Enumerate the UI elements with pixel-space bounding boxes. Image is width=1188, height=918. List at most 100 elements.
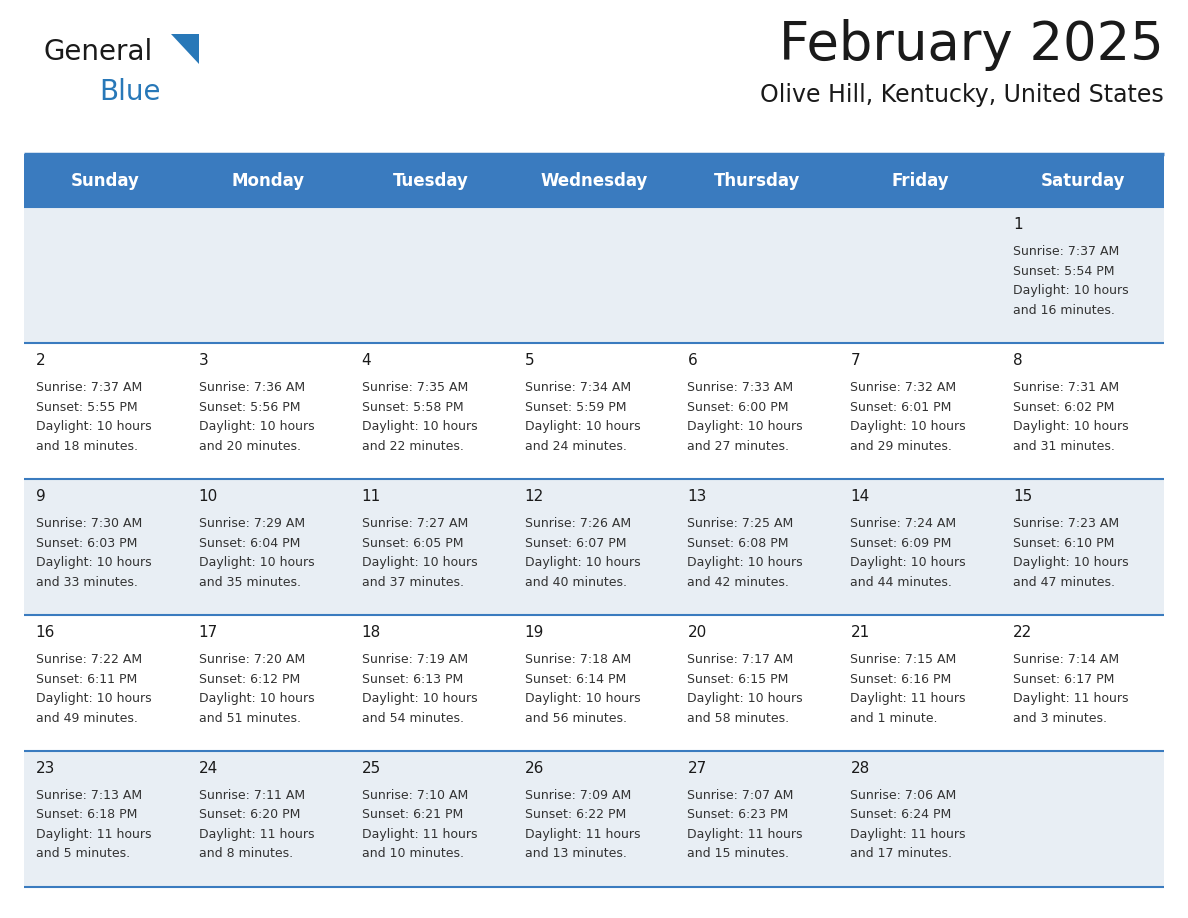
Text: 27: 27 [688,761,707,776]
Text: and 42 minutes.: and 42 minutes. [688,576,789,588]
Text: 18: 18 [361,625,381,640]
Text: Daylight: 10 hours: Daylight: 10 hours [361,692,478,705]
Text: 4: 4 [361,353,371,368]
Text: and 17 minutes.: and 17 minutes. [851,847,953,860]
Text: Sunset: 6:00 PM: Sunset: 6:00 PM [688,401,789,414]
Text: 2: 2 [36,353,45,368]
Text: Thursday: Thursday [714,172,800,190]
Text: Sunrise: 7:20 AM: Sunrise: 7:20 AM [198,653,305,666]
Text: and 54 minutes.: and 54 minutes. [361,711,463,724]
Text: 25: 25 [361,761,381,776]
Text: Sunset: 6:22 PM: Sunset: 6:22 PM [525,809,626,822]
Text: 19: 19 [525,625,544,640]
Text: and 29 minutes.: and 29 minutes. [851,440,953,453]
Text: and 3 minutes.: and 3 minutes. [1013,711,1107,724]
Text: and 18 minutes.: and 18 minutes. [36,440,138,453]
Polygon shape [171,34,198,64]
Text: and 35 minutes.: and 35 minutes. [198,576,301,588]
Text: Daylight: 11 hours: Daylight: 11 hours [688,828,803,841]
Text: 8: 8 [1013,353,1023,368]
Text: Daylight: 11 hours: Daylight: 11 hours [198,828,314,841]
Text: and 1 minute.: and 1 minute. [851,711,937,724]
Text: Sunset: 6:03 PM: Sunset: 6:03 PM [36,537,137,550]
Text: Sunset: 5:55 PM: Sunset: 5:55 PM [36,401,138,414]
Text: Sunset: 6:10 PM: Sunset: 6:10 PM [1013,537,1114,550]
Text: Daylight: 10 hours: Daylight: 10 hours [36,420,151,433]
Text: Sunset: 6:15 PM: Sunset: 6:15 PM [688,673,789,686]
Text: 28: 28 [851,761,870,776]
Text: Daylight: 10 hours: Daylight: 10 hours [688,420,803,433]
Text: and 40 minutes.: and 40 minutes. [525,576,626,588]
Text: and 51 minutes.: and 51 minutes. [198,711,301,724]
Text: Monday: Monday [232,172,304,190]
Text: Daylight: 10 hours: Daylight: 10 hours [1013,420,1129,433]
Text: Sunday: Sunday [71,172,140,190]
Text: Sunrise: 7:32 AM: Sunrise: 7:32 AM [851,381,956,395]
Text: Daylight: 10 hours: Daylight: 10 hours [1013,285,1129,297]
Text: Blue: Blue [99,78,160,106]
Text: and 49 minutes.: and 49 minutes. [36,711,138,724]
Bar [24,479,1164,615]
Text: and 31 minutes.: and 31 minutes. [1013,440,1116,453]
Text: Sunrise: 7:07 AM: Sunrise: 7:07 AM [688,789,794,802]
Text: and 47 minutes.: and 47 minutes. [1013,576,1116,588]
Text: Sunrise: 7:15 AM: Sunrise: 7:15 AM [851,653,956,666]
Text: Sunset: 6:08 PM: Sunset: 6:08 PM [688,537,789,550]
Text: Olive Hill, Kentucky, United States: Olive Hill, Kentucky, United States [760,83,1164,107]
Text: Sunset: 6:04 PM: Sunset: 6:04 PM [198,537,301,550]
Text: Sunrise: 7:06 AM: Sunrise: 7:06 AM [851,789,956,802]
Text: 1: 1 [1013,218,1023,232]
Text: and 8 minutes.: and 8 minutes. [198,847,292,860]
Bar [24,154,1164,207]
Text: Sunset: 6:11 PM: Sunset: 6:11 PM [36,673,137,686]
Text: 7: 7 [851,353,860,368]
Text: Sunrise: 7:14 AM: Sunrise: 7:14 AM [1013,653,1119,666]
Text: Sunset: 6:01 PM: Sunset: 6:01 PM [851,401,952,414]
Text: 5: 5 [525,353,535,368]
Bar [24,751,1164,887]
Text: Sunset: 6:12 PM: Sunset: 6:12 PM [198,673,299,686]
Text: Sunrise: 7:17 AM: Sunrise: 7:17 AM [688,653,794,666]
Text: Daylight: 10 hours: Daylight: 10 hours [525,692,640,705]
Text: and 22 minutes.: and 22 minutes. [361,440,463,453]
Text: 23: 23 [36,761,55,776]
Text: 17: 17 [198,625,217,640]
Text: and 58 minutes.: and 58 minutes. [688,711,790,724]
Text: Daylight: 11 hours: Daylight: 11 hours [1013,692,1129,705]
Text: Sunset: 5:58 PM: Sunset: 5:58 PM [361,401,463,414]
Text: Sunset: 6:24 PM: Sunset: 6:24 PM [851,809,952,822]
Text: and 37 minutes.: and 37 minutes. [361,576,463,588]
Text: Tuesday: Tuesday [393,172,469,190]
Text: 14: 14 [851,489,870,504]
Text: Sunrise: 7:25 AM: Sunrise: 7:25 AM [688,517,794,531]
Text: 21: 21 [851,625,870,640]
Text: Sunrise: 7:09 AM: Sunrise: 7:09 AM [525,789,631,802]
Text: Sunrise: 7:30 AM: Sunrise: 7:30 AM [36,517,143,531]
Text: and 10 minutes.: and 10 minutes. [361,847,463,860]
Text: Sunrise: 7:37 AM: Sunrise: 7:37 AM [36,381,143,395]
Text: Sunrise: 7:11 AM: Sunrise: 7:11 AM [198,789,305,802]
Text: Sunrise: 7:26 AM: Sunrise: 7:26 AM [525,517,631,531]
Text: Sunrise: 7:10 AM: Sunrise: 7:10 AM [361,789,468,802]
Text: 13: 13 [688,489,707,504]
Text: and 24 minutes.: and 24 minutes. [525,440,626,453]
Text: 16: 16 [36,625,55,640]
Text: Daylight: 10 hours: Daylight: 10 hours [36,556,151,569]
Text: 24: 24 [198,761,217,776]
Text: Friday: Friday [891,172,949,190]
Text: Sunset: 5:54 PM: Sunset: 5:54 PM [1013,265,1114,278]
Text: Sunrise: 7:22 AM: Sunrise: 7:22 AM [36,653,141,666]
Text: 9: 9 [36,489,45,504]
Text: Sunrise: 7:24 AM: Sunrise: 7:24 AM [851,517,956,531]
Text: Daylight: 10 hours: Daylight: 10 hours [1013,556,1129,569]
Text: Daylight: 10 hours: Daylight: 10 hours [851,420,966,433]
Text: 15: 15 [1013,489,1032,504]
Text: 6: 6 [688,353,697,368]
Text: Daylight: 11 hours: Daylight: 11 hours [525,828,640,841]
Text: Daylight: 11 hours: Daylight: 11 hours [36,828,151,841]
Text: Sunrise: 7:18 AM: Sunrise: 7:18 AM [525,653,631,666]
Text: 12: 12 [525,489,544,504]
Text: Saturday: Saturday [1041,172,1125,190]
Text: Daylight: 10 hours: Daylight: 10 hours [361,556,478,569]
Text: General: General [44,38,153,66]
